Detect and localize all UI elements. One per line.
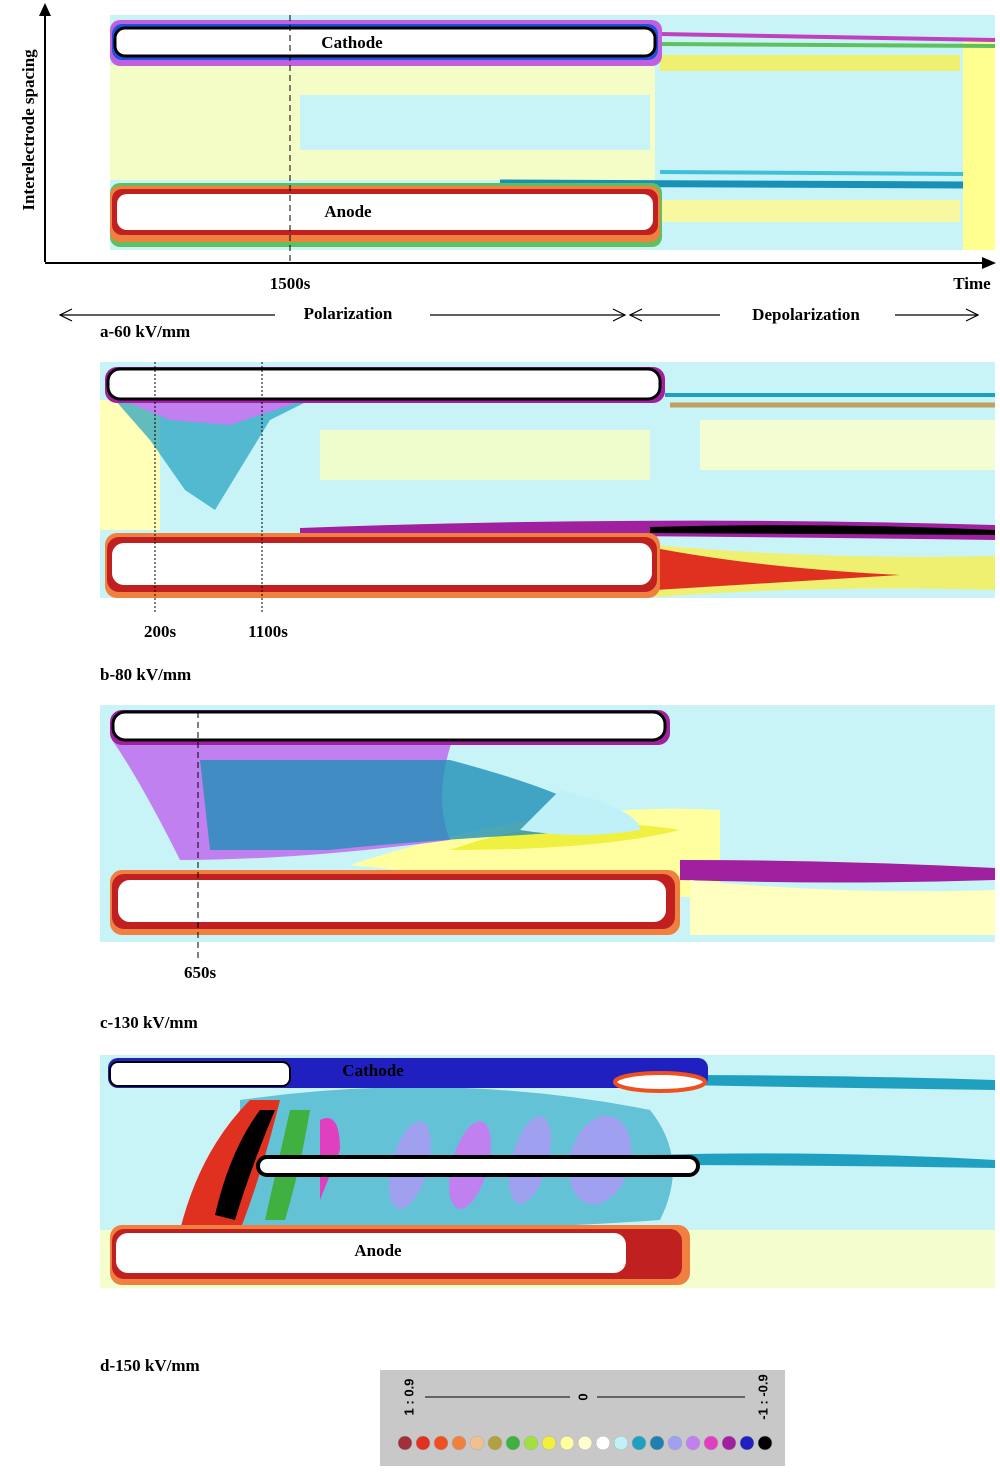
electrode-label: Cathode (342, 1061, 404, 1080)
y-axis-label: Interelectrode spacing (19, 49, 38, 211)
scale-label: 1 : 0.9 (401, 1379, 416, 1416)
scale-swatch (523, 1435, 539, 1451)
scale-swatch (649, 1435, 665, 1451)
scale-label: -1 : -0.9 (755, 1374, 770, 1420)
x-axis-label: Time (953, 274, 991, 293)
panel-caption: b-80 kV/mm (100, 665, 191, 684)
panel-b-map (100, 362, 995, 598)
time-marker: 200s (144, 622, 177, 641)
scale-swatch (469, 1435, 485, 1451)
time-marker: 650s (184, 963, 217, 982)
electrode-label: Anode (324, 202, 372, 221)
scale-swatch (613, 1435, 629, 1451)
scale-swatch (703, 1435, 719, 1451)
scale-swatch (487, 1435, 503, 1451)
phase-label: Polarization (304, 304, 393, 323)
scale-swatch (631, 1435, 647, 1451)
panel-caption: c-130 kV/mm (100, 1013, 198, 1032)
scale-swatch (739, 1435, 755, 1451)
scale-swatch (451, 1435, 467, 1451)
scale-swatch (397, 1435, 413, 1451)
scale-swatch (757, 1435, 773, 1451)
scale-swatch (685, 1435, 701, 1451)
panel-c-map (100, 705, 995, 942)
scale-swatch (721, 1435, 737, 1451)
phase-label: Depolarization (752, 305, 860, 324)
panel-d-map (100, 1055, 995, 1288)
electrode-label: Anode (354, 1241, 402, 1260)
color-scale (380, 1370, 785, 1466)
time-marker: 1100s (248, 622, 288, 641)
scale-swatch (415, 1435, 431, 1451)
panel-caption: a-60 kV/mm (100, 322, 190, 341)
panel-caption: d-150 kV/mm (100, 1356, 200, 1375)
electrode-label: Cathode (321, 33, 383, 52)
scale-swatch (433, 1435, 449, 1451)
axes (39, 3, 996, 269)
scale-swatch (577, 1435, 593, 1451)
scale-swatch (559, 1435, 575, 1451)
panel-a-map (110, 15, 996, 250)
scale-swatch (541, 1435, 557, 1451)
scale-swatch (595, 1435, 611, 1451)
scale-swatch (667, 1435, 683, 1451)
scale-swatch (505, 1435, 521, 1451)
scale-label: 0 (575, 1393, 590, 1400)
time-marker: 1500s (270, 274, 311, 293)
phase-arrows (58, 308, 980, 322)
